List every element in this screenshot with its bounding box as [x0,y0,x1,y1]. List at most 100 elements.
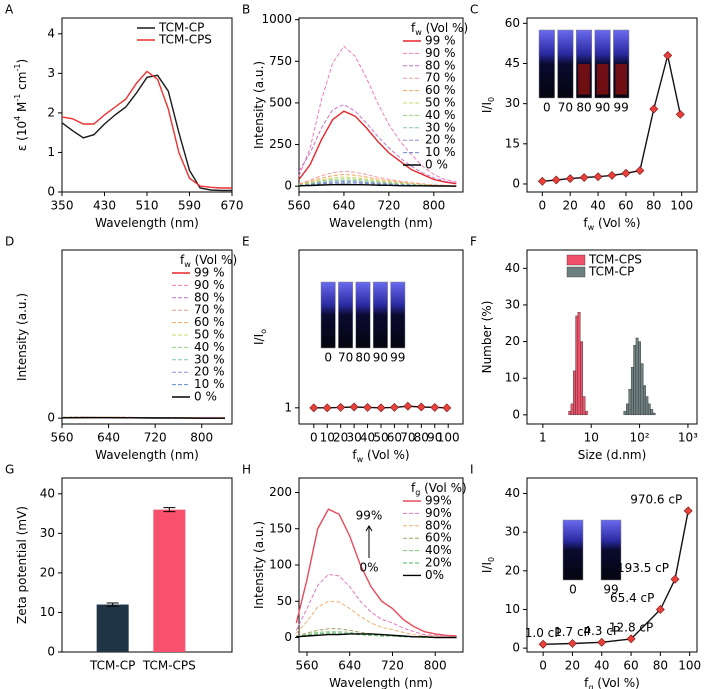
y-tick-label: 1 [284,400,292,414]
y-tick-label: 10 [40,605,55,619]
legend-label: 70 % [194,303,225,317]
inset-label: 99 [614,101,629,115]
histogram-bar [575,315,579,416]
inset-label: 99 [603,583,618,597]
y-tick-label: 250 [269,137,292,151]
label-part: Intensity (a.u.) [15,293,29,381]
plot-frame [526,249,698,425]
point-marker [551,175,561,185]
annotation-arrow [365,525,373,558]
series-line [298,110,457,185]
legend-label: 90 % [194,278,225,292]
legend-label: 70 % [425,71,456,85]
y-axis-label: Intensity (a.u.) [252,521,266,609]
legend-swatch [566,266,586,278]
series-line [61,70,232,189]
x-tick-label: 20 [563,199,578,213]
y-tick-label: 50 [277,594,292,608]
y-tick-label: 0 [284,179,292,193]
x-tick-label: 0 [310,431,318,445]
y-tick-label: 40 [505,261,520,275]
point-marker [309,403,319,413]
point-marker [442,403,452,413]
legend-label: 80 % [194,290,225,304]
point-marker [416,402,426,412]
label-part: M [15,102,29,116]
series-line [298,179,457,187]
y-tick-label: 0 [512,641,520,655]
label-part: -1 [13,94,22,102]
label-part: ) [15,59,29,64]
panel-letter: E [242,235,250,249]
x-tick-label: 100 [670,199,693,213]
label-part: -1 [13,64,22,72]
legend-label: 80% [425,518,452,532]
label-part: I/I [480,562,494,573]
x-axis-label: fw (Vol %) [583,216,640,233]
panel-letter: F [470,235,477,249]
point-marker [363,402,372,412]
label-part: ε (10 [15,121,29,151]
x-tick-label: TCM-CPS [142,659,196,673]
point-marker [663,51,673,60]
legend-title: fw (Vol %) [411,21,468,38]
histogram-bar [580,341,584,416]
x-tick-label: 60 [618,199,633,213]
series-line [298,104,457,184]
point-marker [626,634,636,644]
label-part: 0 [487,557,496,562]
y-tick-label: 15 [505,136,520,150]
x-tick-label: 80 [646,199,661,213]
x-tick-label: 0 [539,659,547,673]
label-part: f [411,21,416,35]
y-tick-label: 0 [512,176,520,190]
point-label: 1.7 cP [554,625,591,639]
point-marker [568,639,577,648]
label-part: g [588,683,593,689]
y-tick-label: 40 [505,486,520,500]
inset-image [538,29,555,99]
histogram-bar [577,312,581,416]
legend-label: 50 % [194,328,225,342]
inset-image [372,281,388,349]
legend-label: 20 % [194,365,225,379]
x-axis-label: Wavelength (nm) [95,448,199,462]
series-line [298,178,457,187]
y-tick-label: 0 [47,185,55,199]
point-marker [538,639,548,649]
legend-label: TCM-CP [158,21,204,35]
inset-image [355,281,371,349]
y-tick-label: 750 [269,54,292,68]
y-axis-label: Intensity (a.u.) [15,293,29,381]
panel-letter: B [242,3,250,17]
histogram-bar [628,389,632,416]
x-tick-label: 40 [594,659,609,673]
series-line [298,180,457,187]
label-part: f [352,448,357,462]
y-tick-label: 150 [269,521,292,535]
x-tick-label: 560 [296,659,319,673]
y-tick-label: 4 [47,26,55,40]
x-tick-label: 640 [332,199,355,213]
x-tick-label: 10³ [678,431,698,445]
legend-label: 10 % [194,377,225,391]
panel-letter: D [5,235,14,249]
point-marker [621,168,631,178]
panel-letter: I [470,463,474,477]
x-tick-label: 50 [373,431,388,445]
series-line [295,600,457,638]
point-marker [683,506,693,516]
label-part: (Vol %) [594,216,640,230]
label-part: (Vol %) [363,448,409,462]
x-tick-label: 100 [678,659,701,673]
x-tick-label: 800 [190,431,213,445]
x-tick-label: 60 [387,431,402,445]
point-marker [593,172,603,182]
plot-frame [298,17,464,193]
inset-image [320,281,336,349]
histogram-bar [633,345,637,416]
label-part: I/I [252,334,266,345]
y-tick-label: 3 [47,66,55,80]
histogram-bar [647,403,651,416]
